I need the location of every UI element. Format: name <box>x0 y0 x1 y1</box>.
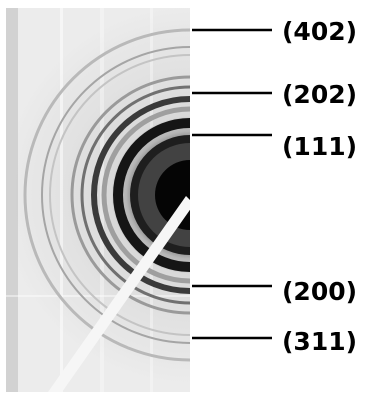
label-311: (311) <box>282 327 357 356</box>
label-202: (202) <box>282 80 357 109</box>
label-111: (111) <box>282 132 357 161</box>
diffraction-film <box>6 8 190 392</box>
beam-stop <box>48 196 190 392</box>
center-spot <box>155 160 190 230</box>
ring-200 <box>91 96 190 294</box>
ring-111 <box>113 118 190 272</box>
ring-202 <box>70 75 190 315</box>
label-402: (402) <box>282 17 357 46</box>
ring-402 <box>23 28 190 362</box>
ring-311 <box>41 46 190 344</box>
label-200: (200) <box>282 277 357 306</box>
